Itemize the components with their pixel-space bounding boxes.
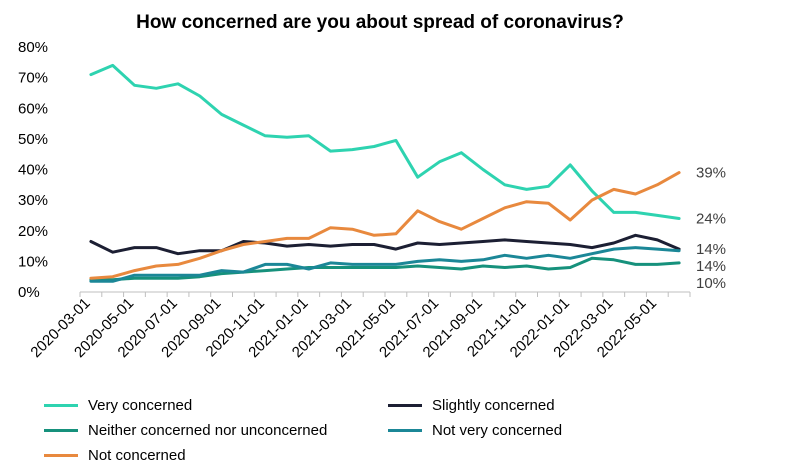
legend-item: Neither concerned nor unconcerned [44,422,327,439]
end-value-label: 10% [696,275,726,292]
y-tick-label: 70% [18,70,48,87]
end-value-label: 14% [696,241,726,258]
end-value-label: 14% [696,258,726,275]
end-value-label: 39% [696,165,726,182]
legend-label: Neither concerned nor unconcerned [88,422,328,439]
legend-swatch [388,404,422,407]
end-value-label: 24% [696,211,726,228]
plot-area: 0%10%20%30%40%50%60%70%80%2020-03-012020… [18,39,726,361]
series-line-neither-concerned-nor-unconcerned [89,256,681,282]
legend-swatch [44,404,78,407]
legend-swatch [44,429,78,432]
series-line-slightly-concerned [89,233,681,256]
series-line-not-very-concerned [89,246,681,283]
legend-item: Very concerned [44,397,192,414]
y-tick-label: 40% [18,162,48,179]
legend-item: Slightly concerned [388,397,555,414]
y-tick-label: 0% [18,284,40,301]
legend-item: Not concerned [44,447,186,464]
legend-item: Not very concerned [388,422,562,439]
y-tick-label: 10% [18,253,48,270]
chart-title: How concerned are you about spread of co… [136,12,624,33]
legend-swatch [44,454,78,457]
y-tick-label: 60% [18,100,48,117]
y-tick-label: 30% [18,192,48,209]
y-tick-label: 50% [18,131,48,148]
legend-label: Very concerned [88,397,193,414]
legend-label: Not very concerned [432,422,563,439]
series-line-very-concerned [89,63,681,220]
y-tick-label: 20% [18,223,48,240]
legend-swatch [388,429,422,432]
legend-label: Slightly concerned [432,397,555,414]
y-tick-label: 80% [18,39,48,56]
legend-label: Not concerned [88,447,186,464]
legend: Very concerned Slightly concerned Neither … [44,397,784,472]
series-line-not-concerned [89,171,681,280]
